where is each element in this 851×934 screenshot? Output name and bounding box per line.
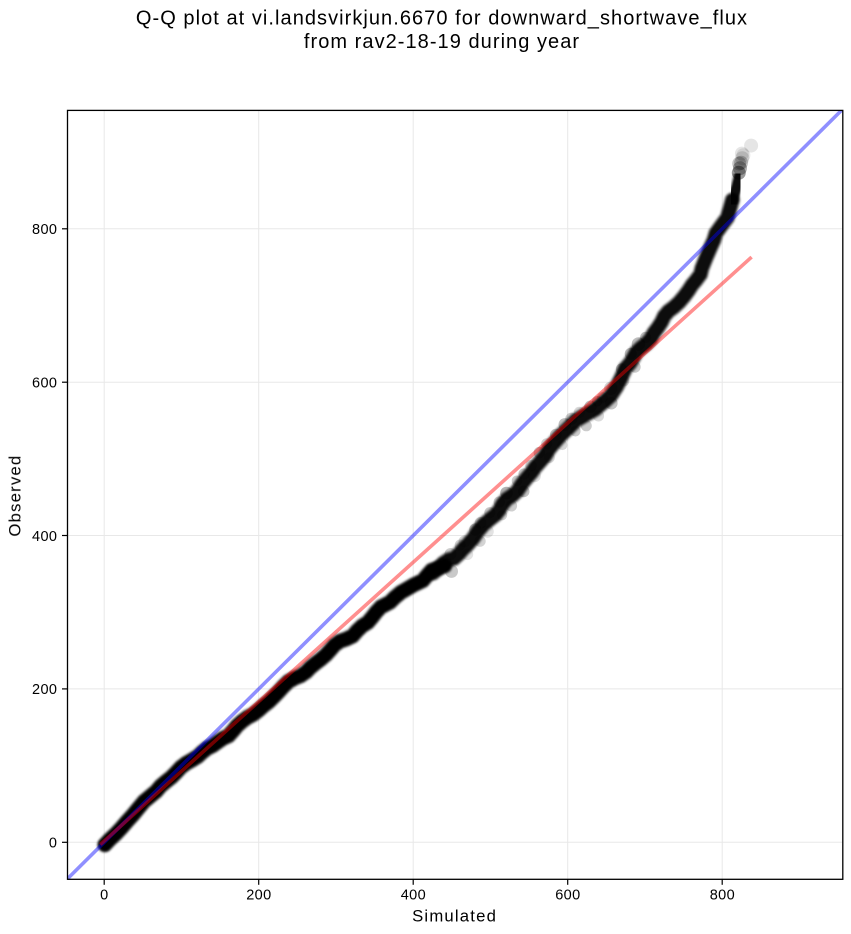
svg-text:Simulated: Simulated	[412, 906, 497, 925]
svg-text:800: 800	[32, 222, 57, 238]
svg-text:200: 200	[246, 888, 271, 904]
svg-text:400: 400	[32, 529, 57, 545]
svg-text:200: 200	[32, 682, 57, 698]
svg-text:800: 800	[710, 888, 735, 904]
svg-text:600: 600	[32, 376, 57, 392]
svg-text:400: 400	[401, 888, 426, 904]
svg-text:0: 0	[49, 836, 57, 852]
svg-text:Observed: Observed	[6, 455, 25, 537]
svg-text:from rav2-18-19 during year: from rav2-18-19 during year	[304, 31, 580, 53]
svg-text:600: 600	[555, 888, 580, 904]
svg-text:0: 0	[100, 888, 108, 904]
svg-text:Q-Q plot at vi.landsvirkjun.66: Q-Q plot at vi.landsvirkjun.6670 for dow…	[136, 8, 748, 30]
